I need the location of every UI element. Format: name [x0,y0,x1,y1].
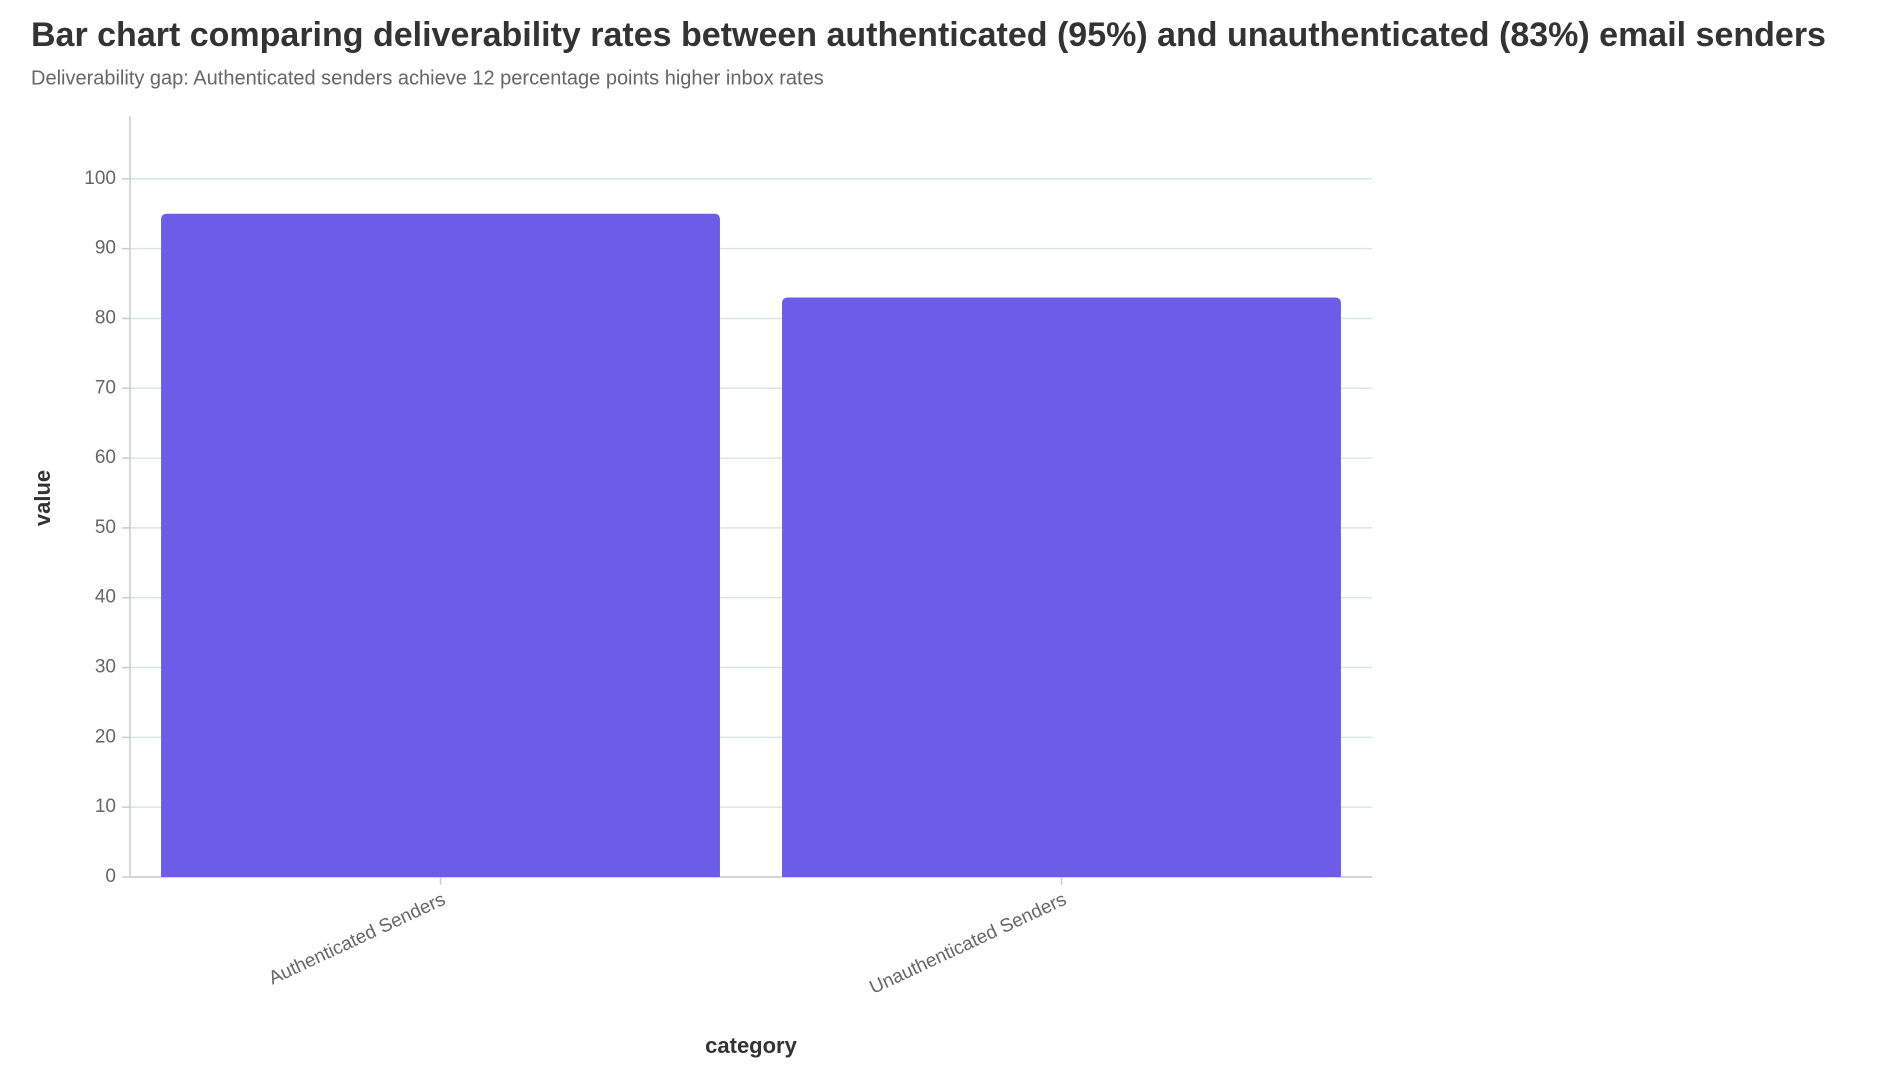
y-tick-label: 60 [95,447,116,468]
y-tick-label: 0 [105,866,116,887]
x-tick-label: Authenticated Senders [266,889,449,989]
y-tick-label: 40 [95,587,116,608]
bar [161,213,720,878]
y-tick-label: 100 [84,168,116,189]
chart-subtitle: Deliverability gap: Authenticated sender… [31,67,824,89]
y-axis-label: value [30,470,55,526]
y-tick-label: 50 [95,517,116,538]
chart-title: Bar chart comparing deliverability rates… [31,16,1826,54]
y-tick-label: 90 [95,238,116,259]
y-tick-label: 10 [95,796,116,817]
y-tick-label: 30 [95,657,116,678]
y-tick-label: 80 [95,307,116,328]
x-tick-label: Unauthenticated Senders [867,889,1070,999]
bar [782,297,1341,877]
y-tick-label: 70 [95,377,116,398]
x-axis-label: category [705,1033,797,1058]
y-tick-label: 20 [95,726,116,747]
